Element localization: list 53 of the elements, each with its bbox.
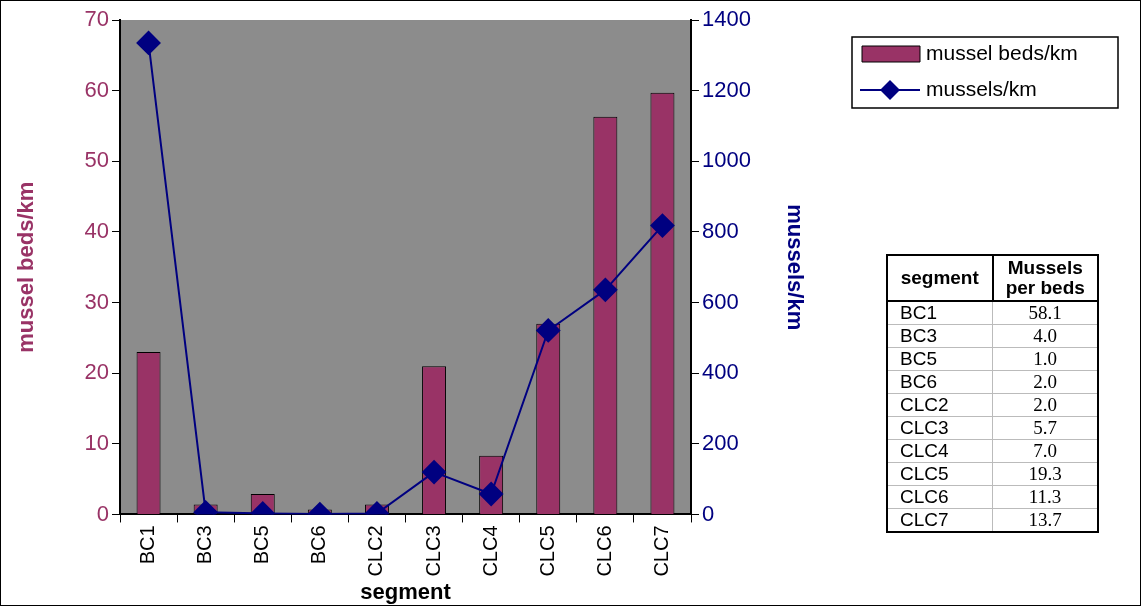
category-label: BC6 (887, 370, 993, 394)
category-label: CLC4 (887, 439, 993, 463)
y2-tick-label: 600 (702, 288, 739, 314)
y-tick-label: 40 (84, 217, 109, 243)
category-label: CLC2 (887, 393, 993, 417)
category-label: BC3 (887, 324, 993, 348)
x-tick-label: CLC6 (592, 525, 615, 577)
data-label: 58.1 (992, 300, 1098, 325)
x-tick-label: BC5 (250, 525, 273, 565)
x-tick-label: CLC2 (364, 525, 387, 577)
y2-axis-title: mussels/km (782, 204, 808, 331)
y-tick-label: 10 (84, 429, 109, 455)
category-label: CLC7 (887, 508, 993, 532)
y-tick-label: 0 (96, 500, 109, 526)
category-label: CLC5 (887, 462, 993, 486)
data-label: 13.7 (992, 508, 1098, 532)
x-axis-title: segment (360, 578, 452, 604)
y-tick-label: 50 (84, 147, 109, 173)
text: Mussels per beds (992, 255, 1098, 301)
y2-tick-label: 1400 (702, 6, 751, 32)
text: segment (887, 255, 993, 301)
x-tick-label: BC3 (193, 525, 216, 565)
y2-tick-label: 1000 (702, 147, 751, 173)
y-axis-title: mussel beds/km (13, 181, 39, 353)
y-tick-label: 70 (84, 6, 109, 32)
data-label: 1.0 (992, 347, 1098, 371)
category-label: BC5 (887, 347, 993, 371)
x-tick-label: CLC5 (535, 525, 558, 577)
data-label: 2.0 (992, 393, 1098, 417)
y2-tick-label: 800 (702, 217, 739, 243)
legend-label: mussels/km (926, 76, 1037, 100)
y-tick-label: 60 (84, 76, 109, 102)
category-label: CLC6 (887, 485, 993, 509)
data-label: 11.3 (992, 485, 1098, 509)
legend-label: mussel beds/km (926, 40, 1078, 64)
y-tick-label: 20 (84, 359, 109, 385)
data-label: 5.7 (992, 416, 1098, 440)
y2-tick-label: 0 (702, 500, 715, 526)
x-tick-label: CLC3 (421, 525, 444, 577)
x-tick-label: CLC7 (649, 525, 672, 577)
data-label: 4.0 (992, 324, 1098, 348)
data-label: 19.3 (992, 462, 1098, 486)
y2-tick-label: 400 (702, 359, 739, 385)
data-label: 7.0 (992, 439, 1098, 463)
x-tick-label: BC6 (307, 525, 330, 565)
category-label: BC1 (887, 300, 993, 325)
data-label: 2.0 (992, 370, 1098, 394)
y2-tick-label: 200 (702, 429, 739, 455)
category-label: CLC3 (887, 416, 993, 440)
x-tick-label: BC1 (136, 525, 159, 565)
y-tick-label: 30 (84, 288, 109, 314)
x-tick-label: CLC4 (478, 525, 501, 577)
y2-tick-label: 1200 (702, 76, 751, 102)
